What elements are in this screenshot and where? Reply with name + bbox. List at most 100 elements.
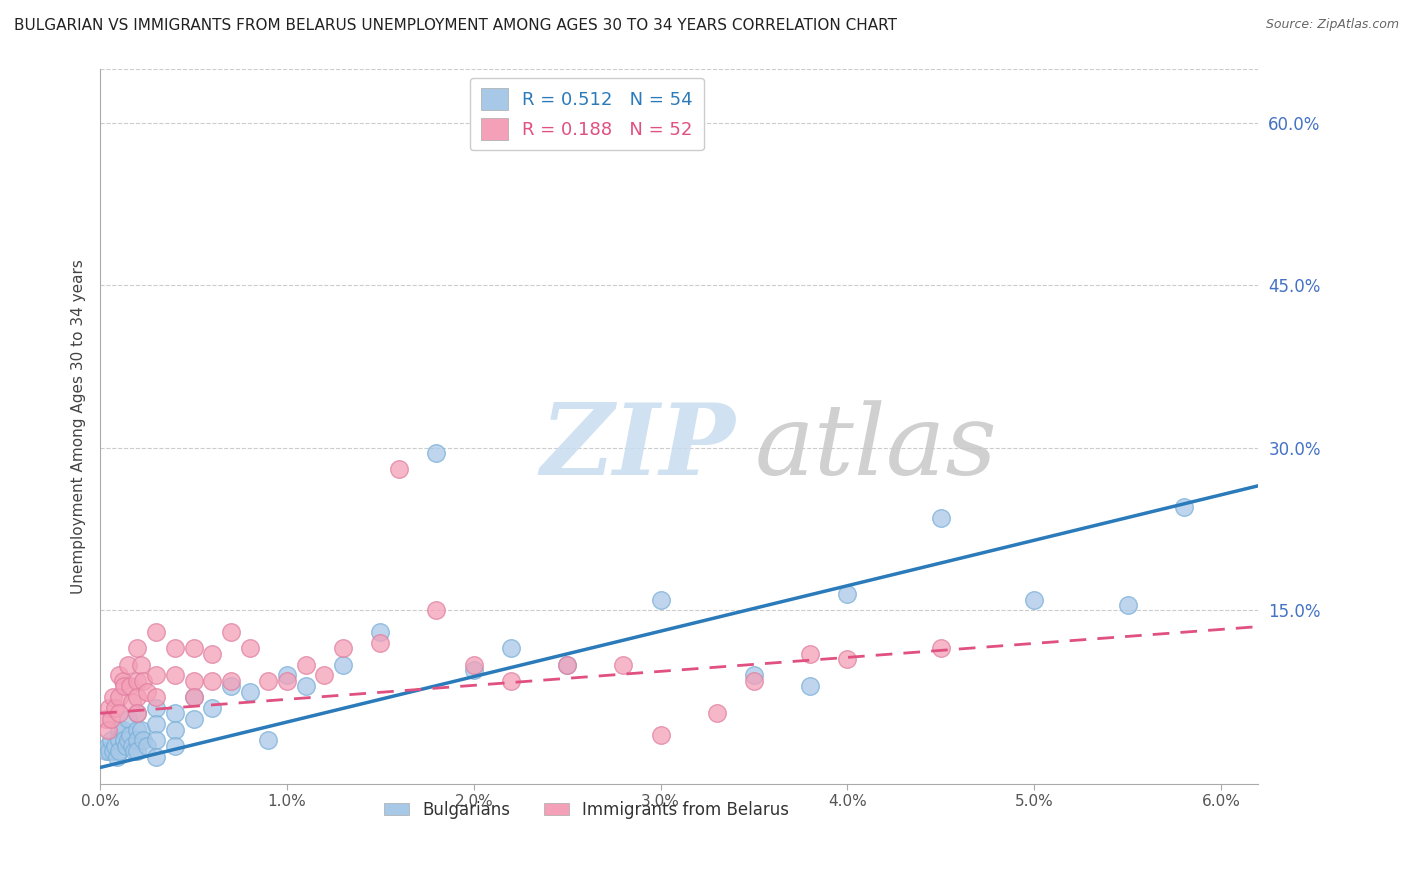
Point [127, 706, 149, 721]
Point [742, 673, 765, 688]
Legend: Bulgarians, Immigrants from Belarus: Bulgarians, Immigrants from Belarus [377, 794, 796, 825]
Point [1116, 598, 1139, 612]
Point [135, 739, 157, 753]
Point [929, 511, 952, 525]
Point [145, 625, 167, 640]
Point [145, 690, 167, 704]
Point [555, 657, 578, 672]
Point [163, 723, 186, 737]
Point [127, 706, 149, 721]
Point [239, 684, 262, 698]
Point [127, 723, 149, 737]
Point [163, 668, 186, 682]
Point [127, 744, 149, 758]
Point [183, 641, 205, 656]
Point [97, 723, 120, 737]
Point [163, 641, 186, 656]
Point [294, 679, 316, 693]
Point [121, 696, 143, 710]
Text: BULGARIAN VS IMMIGRANTS FROM BELARUS UNEMPLOYMENT AMONG AGES 30 TO 34 YEARS CORR: BULGARIAN VS IMMIGRANTS FROM BELARUS UNE… [14, 18, 897, 33]
Point [129, 723, 152, 737]
Point [108, 668, 131, 682]
Point [219, 625, 242, 640]
Point [132, 733, 155, 747]
Point [98, 744, 121, 758]
Point [837, 587, 859, 601]
Point [183, 690, 205, 704]
Point [108, 744, 131, 758]
Point [108, 706, 131, 721]
Point [612, 657, 634, 672]
Point [129, 657, 152, 672]
Point [425, 446, 447, 460]
Point [108, 733, 131, 747]
Point [1024, 592, 1046, 607]
Point [104, 739, 127, 753]
Point [201, 673, 224, 688]
Point [127, 673, 149, 688]
Point [163, 739, 186, 753]
Point [112, 733, 135, 747]
Point [145, 749, 167, 764]
Point [388, 462, 411, 476]
Point [145, 733, 167, 747]
Point [201, 701, 224, 715]
Point [108, 723, 131, 737]
Point [97, 739, 120, 753]
Point [370, 636, 392, 650]
Point [111, 723, 134, 737]
Point [145, 668, 167, 682]
Point [118, 728, 141, 742]
Point [117, 657, 139, 672]
Point [799, 647, 821, 661]
Point [111, 673, 134, 688]
Point [463, 657, 485, 672]
Point [132, 673, 155, 688]
Point [183, 712, 205, 726]
Point [135, 684, 157, 698]
Point [219, 679, 242, 693]
Point [100, 733, 122, 747]
Point [929, 641, 952, 656]
Point [276, 668, 298, 682]
Point [103, 690, 125, 704]
Point [108, 690, 131, 704]
Point [706, 706, 728, 721]
Point [127, 690, 149, 704]
Point [201, 647, 224, 661]
Point [501, 673, 523, 688]
Point [163, 706, 186, 721]
Point [183, 690, 205, 704]
Point [799, 679, 821, 693]
Point [122, 744, 145, 758]
Point [100, 712, 122, 726]
Point [837, 652, 859, 666]
Point [742, 668, 765, 682]
Text: Source: ZipAtlas.com: Source: ZipAtlas.com [1265, 18, 1399, 31]
Point [370, 625, 392, 640]
Point [117, 733, 139, 747]
Point [1173, 500, 1195, 515]
Point [145, 717, 167, 731]
Point [294, 657, 316, 672]
Point [118, 679, 141, 693]
Point [332, 657, 354, 672]
Point [314, 668, 336, 682]
Point [117, 712, 139, 726]
Point [94, 744, 117, 758]
Point [98, 701, 121, 715]
Point [257, 733, 280, 747]
Point [112, 679, 135, 693]
Point [94, 712, 117, 726]
Point [463, 663, 485, 677]
Point [650, 728, 672, 742]
Point [555, 657, 578, 672]
Text: ZIP: ZIP [540, 400, 735, 496]
Point [183, 673, 205, 688]
Text: atlas: atlas [755, 400, 997, 495]
Y-axis label: Unemployment Among Ages 30 to 34 years: Unemployment Among Ages 30 to 34 years [72, 259, 86, 593]
Point [127, 641, 149, 656]
Point [104, 701, 127, 715]
Point [425, 603, 447, 617]
Point [103, 744, 125, 758]
